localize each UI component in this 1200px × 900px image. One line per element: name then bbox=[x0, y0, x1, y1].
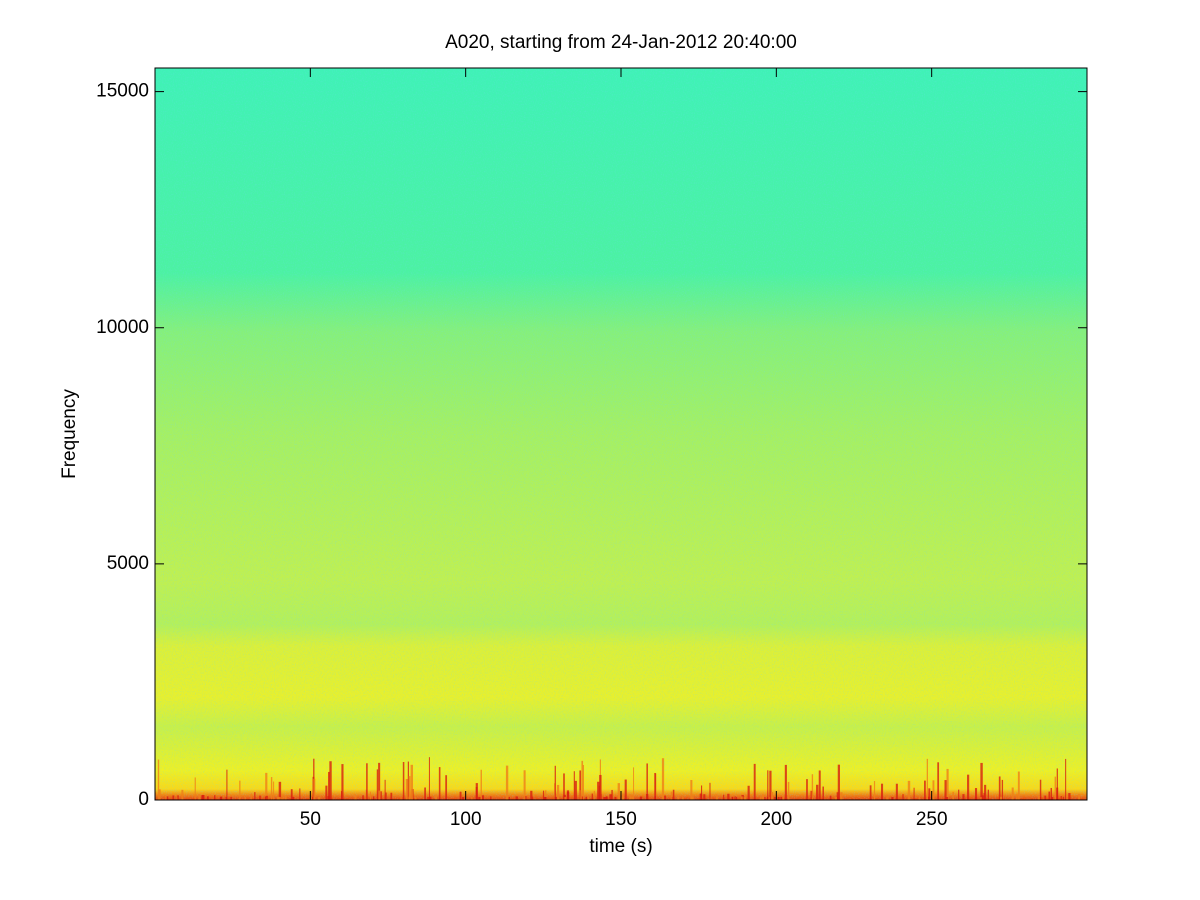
y-tick-label: 15000 bbox=[96, 81, 149, 102]
chart-title: A020, starting from 24-Jan-2012 20:40:00 bbox=[445, 32, 797, 53]
x-tick-label: 50 bbox=[300, 809, 321, 830]
x-axis-label: time (s) bbox=[589, 836, 652, 857]
x-tick-label: 200 bbox=[760, 809, 792, 830]
x-tick-label: 100 bbox=[450, 809, 482, 830]
y-axis-label: Frequency bbox=[59, 389, 80, 479]
y-tick-label: 10000 bbox=[96, 317, 149, 338]
x-tick-label: 150 bbox=[605, 809, 637, 830]
spectrogram-noise bbox=[155, 68, 1087, 800]
spectrogram-image bbox=[155, 68, 1087, 800]
x-tick-label: 250 bbox=[916, 809, 948, 830]
y-tick-label: 5000 bbox=[107, 553, 149, 574]
y-tick-label: 0 bbox=[138, 789, 149, 810]
